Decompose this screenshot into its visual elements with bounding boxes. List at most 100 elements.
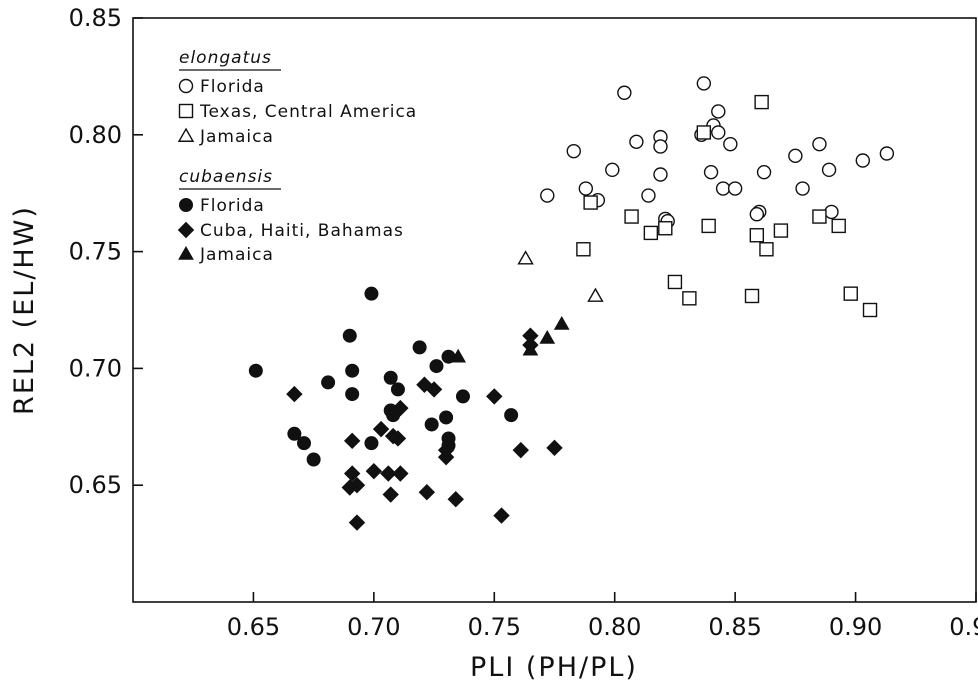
data-point-circle-open: [711, 125, 726, 140]
data-point-circle-filled: [439, 410, 454, 425]
legend-label-cubaensis-florida: Florida: [200, 196, 265, 216]
data-point-diamond-filled: [418, 484, 436, 501]
data-point-diamond-filled: [486, 388, 503, 405]
legend-label-elongatus-florida: Florida: [200, 77, 265, 97]
data-point-circle-open: [703, 164, 719, 180]
data-point-circle-open: [653, 167, 668, 182]
data-point-square-open: [667, 274, 683, 290]
y-axis: 0.65 0.70 0.75 0.80 0.85: [69, 4, 143, 499]
data-point-diamond-filled: [286, 385, 303, 403]
y-tick-label: 0.80: [69, 121, 122, 149]
y-tick-label: 0.70: [69, 354, 122, 382]
legend-marker-triangle-open: [177, 127, 195, 142]
data-point-circle-open: [821, 162, 837, 178]
data-point-circle-filled: [383, 370, 398, 385]
data-point-circle-open: [540, 188, 555, 203]
data-point-square-open: [576, 242, 591, 257]
data-point-diamond-filled: [348, 514, 366, 531]
legend-heading-elongatus: elongatus: [179, 48, 272, 68]
data-point-square-open: [831, 218, 846, 234]
data-point-square-open: [773, 223, 789, 238]
data-point-circle-filled: [412, 340, 427, 355]
data-point-square-open: [759, 242, 774, 257]
data-point-square-open: [643, 225, 659, 241]
data-point-circle-open: [795, 181, 810, 196]
data-point-circle-filled: [364, 286, 379, 301]
data-point-circle-open: [711, 104, 726, 119]
data-point-circle-filled: [390, 382, 405, 397]
data-point-circle-filled: [345, 363, 360, 378]
data-point-circle-filled: [248, 363, 263, 378]
data-point-circle-filled: [424, 417, 439, 432]
x-axis-title: PLI (PH/PL): [470, 652, 638, 683]
data-point-circle-filled: [429, 359, 444, 374]
data-point-square-open: [862, 302, 878, 318]
data-point-diamond-filled: [392, 465, 409, 482]
data-point-diamond-filled: [493, 507, 510, 524]
data-point-square-open: [583, 195, 598, 210]
data-point-circle-filled: [342, 328, 357, 343]
data-point-triangle-open: [587, 287, 604, 302]
y-axis-title: REL2 (EL/HW): [9, 205, 40, 415]
x-tick-label: 0.65: [227, 613, 280, 641]
data-point-square-open: [843, 286, 858, 301]
legend-marker-triangle-filled: [178, 245, 194, 260]
legend-marker-circle-filled: [179, 198, 193, 212]
legend: elongatus Florida Texas, Central America…: [177, 48, 417, 265]
data-point-diamond-filled: [546, 439, 563, 457]
data-point-circle-open: [824, 204, 839, 220]
data-point-triangle-open: [517, 250, 534, 265]
data-point-circle-filled: [321, 375, 336, 390]
data-point-square-open: [754, 94, 769, 110]
x-tick-label: 0.70: [347, 613, 400, 641]
data-point-diamond-filled: [372, 420, 390, 438]
data-point-circle-filled: [287, 426, 302, 441]
data-point-triangle-filled: [539, 330, 556, 344]
data-point-circle-filled: [306, 452, 321, 467]
x-tick-label: 0.85: [708, 613, 761, 641]
data-point-diamond-filled: [389, 430, 407, 447]
data-point-circle-open: [629, 134, 644, 150]
legend-marker-square-open: [178, 103, 194, 119]
legend-label-elongatus-jamaica: Jamaica: [199, 127, 274, 147]
x-tick-label: 0.95: [949, 613, 978, 641]
data-point-circle-open: [812, 136, 827, 152]
data-point-circle-filled: [364, 436, 379, 451]
data-point-circle-open: [653, 139, 668, 154]
data-point-diamond-filled: [392, 399, 409, 417]
data-point-circle-open: [578, 181, 594, 196]
data-point-circle-open: [727, 181, 743, 196]
data-point-square-open: [749, 228, 765, 243]
data-point-triangle-filled: [522, 341, 539, 356]
data-point-circle-open: [756, 164, 772, 180]
data-point-circle-filled: [455, 389, 470, 404]
legend-marker-diamond-filled: [177, 221, 195, 239]
data-point-circle-open: [879, 146, 895, 161]
data-point-square-open: [696, 125, 712, 140]
data-point-diamond-filled: [341, 479, 358, 496]
data-point-circle-filled: [504, 408, 519, 423]
data-point-diamond-filled: [382, 486, 399, 503]
data-point-circle-open: [855, 153, 870, 168]
legend-label-elongatus-texas: Texas, Central America: [199, 102, 417, 122]
data-point-circle-open: [788, 148, 803, 164]
data-point-diamond-filled: [437, 448, 455, 466]
legend-label-cubaensis-jamaica: Jamaica: [199, 245, 274, 265]
data-point-square-open: [812, 209, 827, 224]
data-point-diamond-filled: [512, 441, 529, 459]
data-point-circle-open: [696, 76, 712, 91]
data-point-triangle-filled: [553, 316, 570, 330]
x-tick-label: 0.90: [829, 613, 882, 641]
data-point-circle-open: [617, 85, 632, 100]
data-point-diamond-filled: [365, 462, 383, 480]
data-point-circle-open: [715, 181, 731, 196]
x-tick-label: 0.75: [468, 613, 521, 641]
data-point-square-open: [624, 209, 639, 224]
legend-label-cubaensis-cuba: Cuba, Haiti, Bahamas: [200, 221, 404, 241]
x-tick-label: 0.80: [588, 613, 641, 641]
data-point-square-open: [744, 288, 760, 304]
data-point-diamond-filled: [447, 491, 464, 508]
data-point-diamond-filled: [343, 432, 361, 450]
data-point-circle-filled: [297, 436, 312, 451]
